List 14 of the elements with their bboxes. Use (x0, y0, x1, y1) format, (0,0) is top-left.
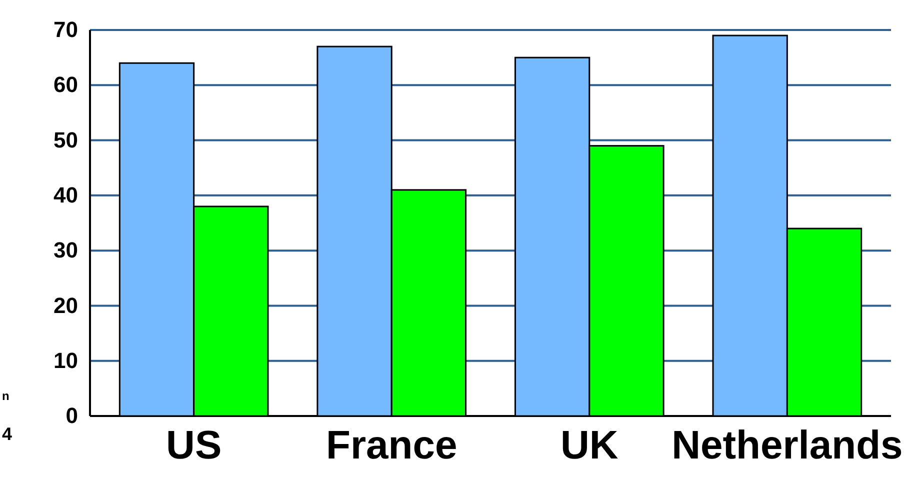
text: n (2, 389, 10, 403)
y-tick-label: 50 (54, 127, 78, 152)
y-tick-label: 70 (54, 17, 78, 42)
y-tick-label: 40 (54, 182, 78, 208)
x-tick-label: US (166, 423, 222, 468)
y-tick-label: 0 (66, 403, 78, 428)
x-tick-label: Netherlands (672, 423, 903, 468)
y-tick-label: 20 (54, 292, 78, 318)
y-tick-label: 60 (54, 72, 78, 98)
y-tick-label: 10 (54, 348, 78, 373)
x-tick-label: France (326, 423, 458, 468)
x-tick-label: UK (560, 423, 618, 468)
text: 4 (2, 424, 12, 444)
y-tick-label: 30 (54, 238, 78, 263)
